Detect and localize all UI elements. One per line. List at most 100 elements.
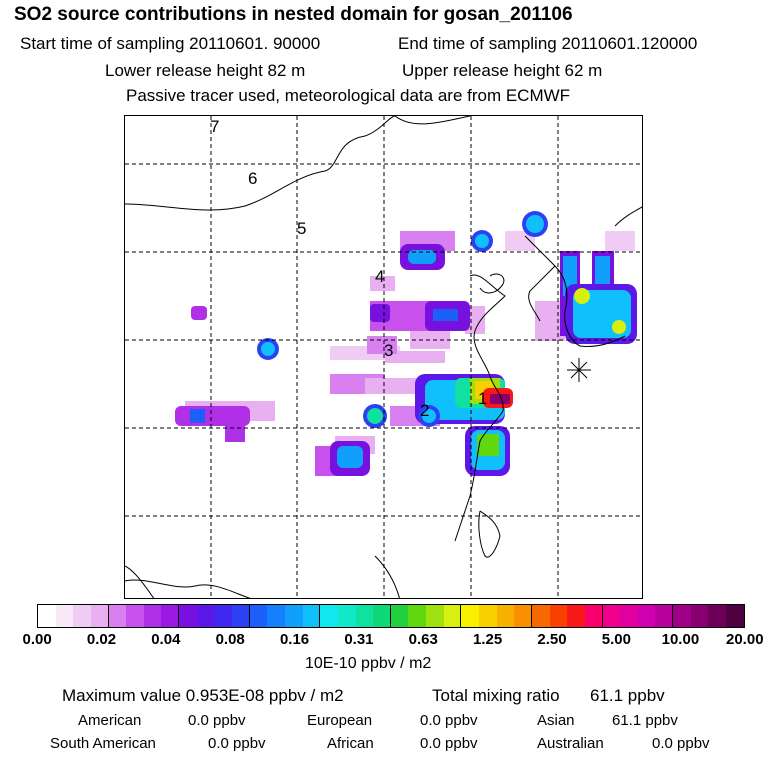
region-label-1: 1: [478, 389, 487, 408]
total-mixing-label: Total mixing ratio: [432, 686, 560, 705]
colorbar-tick-label: 0.04: [151, 631, 181, 648]
colorbar-segment: [390, 605, 409, 627]
colorbar-segment: [637, 605, 656, 627]
colorbar-segment: [38, 605, 56, 627]
plume-patch: [225, 426, 245, 442]
coastline: [614, 206, 642, 227]
upper-height-label: Upper release height 62 m: [402, 61, 603, 80]
border-line: [125, 565, 155, 598]
border-line: [125, 579, 251, 598]
region-name-african: African: [327, 735, 374, 752]
colorbar-segment: [602, 605, 621, 627]
colorbar-tick-label: 0.16: [279, 631, 310, 648]
colorbar-segment: [320, 605, 338, 627]
lower-height-label: Lower release height 82 m: [105, 61, 306, 80]
colorbar-segment: [655, 605, 674, 627]
colorbar-segment: [443, 605, 462, 627]
colorbar-segment: [549, 605, 568, 627]
colorbar-tick-label: 0.00: [22, 631, 52, 648]
colorbar-segment: [673, 605, 691, 627]
region-label-5: 5: [297, 219, 306, 238]
colorbar-segment: [73, 605, 91, 627]
border-line: [125, 116, 396, 211]
colorbar-tick-label: 0.31: [344, 631, 374, 648]
colorbar-tick-label: 5.00: [601, 631, 631, 648]
region-label-2: 2: [420, 401, 429, 420]
colorbar-segment: [531, 605, 550, 627]
start-time-label: Start time of sampling 20110601. 90000: [20, 34, 321, 53]
region-value-european: 0.0 ppbv: [420, 712, 478, 729]
plume-patch: [574, 288, 590, 304]
plume-patch: [477, 434, 499, 456]
region-name-australian: Australian: [537, 735, 604, 752]
border-line: [394, 116, 471, 125]
colorbar-segment: [196, 605, 215, 627]
region-value-australian: 0.0 ppbv: [652, 735, 710, 752]
colorbar-segment: [302, 605, 321, 627]
colorbar-segment: [214, 605, 233, 627]
colorbar-segment: [514, 605, 532, 627]
colorbar-segment: [584, 605, 603, 627]
colorbar-segment: [567, 605, 585, 627]
region-label-7: 7: [210, 117, 219, 136]
region-name-south-american: South American: [50, 735, 156, 752]
colorbar-segment: [690, 605, 709, 627]
colorbar-segment: [179, 605, 197, 627]
max-value-label: Maximum value 0.953E-08 ppbv / m2: [62, 686, 344, 705]
colorbar-units: 10E-10 ppbv / m2: [305, 655, 432, 672]
end-time-label: End time of sampling 20110601.120000: [398, 34, 698, 53]
plume-patch: [367, 408, 383, 424]
plume-patch: [191, 306, 207, 320]
region-label-3: 3: [384, 341, 393, 360]
plume-patch: [190, 409, 205, 423]
map-panel: 1 2 3 4 5 6 7: [124, 115, 643, 599]
coastline: [479, 273, 505, 294]
region-name-european: European: [307, 712, 373, 729]
plume-patch: [175, 406, 250, 426]
colorbar-tick-label: 10.00: [661, 631, 700, 648]
colorbar-tick-label: 0.63: [408, 631, 438, 648]
taiwan-outline: [478, 510, 501, 558]
plume-patch: [367, 336, 397, 354]
colorbar-segment: [108, 605, 127, 627]
plume-patch: [433, 309, 458, 321]
colorbar-segment: [284, 605, 303, 627]
colorbar-segment: [55, 605, 74, 627]
region-name-american: American: [78, 712, 142, 729]
total-mixing-value: 61.1 ppbv: [590, 686, 665, 705]
plume-patch: [490, 394, 510, 404]
plot-title: SO2 source contributions in nested domai…: [14, 4, 573, 25]
coastline: [524, 235, 626, 347]
colorbar-tick-label: 1.25: [473, 631, 503, 648]
coastline: [374, 555, 400, 598]
colorbar-tick-label: 2.50: [537, 631, 567, 648]
plume-patch: [370, 304, 390, 322]
colorbar-segment: [426, 605, 444, 627]
lat-lon-grid: [125, 116, 642, 598]
colorbar-segment: [725, 605, 744, 627]
region-label-4: 4: [375, 267, 384, 286]
colorbar-segment: [126, 605, 144, 627]
colorbar-segment: [90, 605, 109, 627]
colorbar-tick-label: 0.08: [215, 631, 245, 648]
map-canvas: 1 2 3 4 5 6 7: [125, 116, 642, 598]
plume-patch: [526, 215, 544, 233]
plume-patch: [370, 276, 395, 291]
colorbar-segment: [708, 605, 726, 627]
plume-patch: [605, 231, 635, 251]
colorbar-segment: [355, 605, 374, 627]
region-value-asian: 61.1 ppbv: [612, 712, 678, 729]
plume-patch: [505, 231, 535, 251]
receptor-asterisk-icon: [567, 358, 591, 382]
plume-patch: [337, 446, 363, 468]
plume-patch: [261, 342, 275, 356]
colorbar-tick-label: 0.02: [86, 631, 117, 648]
colorbar-segment: [337, 605, 356, 627]
colorbar-segment: [232, 605, 250, 627]
region-value-african: 0.0 ppbv: [420, 735, 478, 752]
region-value-american: 0.0 ppbv: [188, 712, 246, 729]
region-label-6: 6: [248, 169, 257, 188]
colorbar-tick-label: 20.00: [726, 631, 764, 648]
colorbar-segment: [267, 605, 285, 627]
plume-patch: [365, 378, 420, 394]
